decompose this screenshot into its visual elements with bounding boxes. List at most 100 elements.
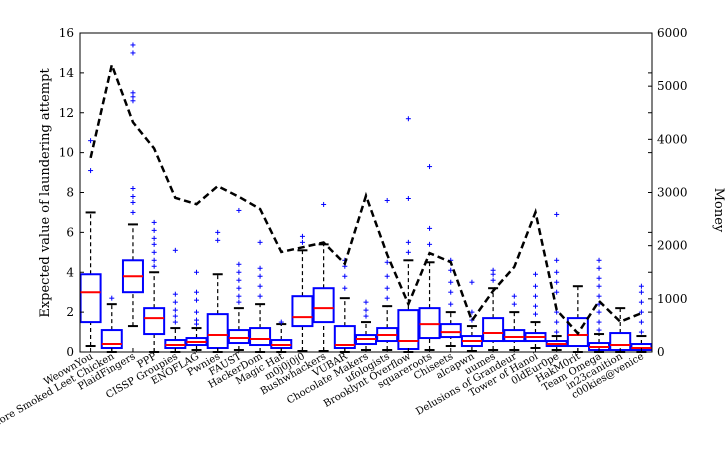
flier-point [151, 241, 157, 247]
flier-point [363, 313, 369, 319]
flier-point [384, 197, 390, 203]
flier-point [596, 319, 602, 325]
flier-point [384, 259, 390, 265]
flier-point [130, 186, 136, 192]
flier-point [257, 283, 263, 289]
flier-point [638, 309, 644, 315]
y-tick-label: 16 [59, 26, 74, 40]
box-iqr [143, 307, 166, 336]
money-line-layer [89, 60, 642, 336]
flier-point [342, 285, 348, 291]
flier-point [405, 116, 411, 122]
box-group [143, 219, 166, 353]
flier-point [596, 309, 602, 315]
flier-point [554, 289, 560, 295]
flier-point [172, 247, 178, 253]
flier-point [511, 293, 517, 299]
flier-point [638, 283, 644, 289]
flier-point [88, 138, 94, 144]
flier-point [596, 327, 602, 333]
flier-point [130, 50, 136, 56]
flier-point [151, 249, 157, 255]
box-group [121, 42, 144, 328]
box-iqr [79, 273, 102, 324]
y2-tick-label: 4000 [657, 132, 688, 146]
box-iqr [100, 329, 123, 350]
y-tick-label: 14 [59, 66, 75, 80]
box-iqr [291, 295, 314, 328]
box-group [418, 164, 441, 352]
flier-point [638, 319, 644, 325]
box-iqr [397, 309, 420, 351]
flier-point [130, 199, 136, 205]
box-iqr [566, 317, 589, 348]
flier-point [638, 299, 644, 305]
y-tick-label: 6 [66, 225, 74, 239]
box-group [630, 283, 653, 353]
box-iqr [482, 317, 505, 343]
flier-point [427, 241, 433, 247]
y2-axis-label: Money [711, 188, 726, 233]
flier-point [490, 267, 496, 273]
flier-point [172, 319, 178, 325]
flier-point [172, 299, 178, 305]
flier-point [638, 289, 644, 295]
flier-point [469, 309, 475, 315]
flier-point [236, 207, 242, 213]
y2-tick-label: 0 [657, 345, 665, 359]
box-group [185, 269, 208, 352]
flier-point [172, 307, 178, 313]
flier-point [554, 257, 560, 263]
y-ticks-layer: 0 2 4 6 8 10 12 14 16 [59, 26, 652, 359]
flier-point [405, 239, 411, 245]
flier-point [532, 311, 538, 317]
flier-point [236, 293, 242, 299]
flier-point [596, 283, 602, 289]
y2-tick-label: 3000 [657, 186, 688, 200]
box-group [482, 267, 505, 352]
box-group [588, 257, 611, 353]
flier-point [596, 265, 602, 271]
flier-point [427, 225, 433, 231]
flier-point [236, 261, 242, 267]
y2-tick-label: 2000 [657, 239, 688, 253]
flier-point [469, 279, 475, 285]
box-iqr [227, 329, 250, 345]
flier-point [194, 317, 200, 323]
flier-point [638, 329, 644, 335]
box-group [503, 293, 526, 352]
flier-point [194, 297, 200, 303]
flier-point [532, 271, 538, 277]
box-group [545, 211, 568, 352]
flier-point [109, 295, 115, 301]
flier-point [236, 269, 242, 275]
flier-point [172, 291, 178, 297]
box-group [460, 279, 483, 353]
flier-point [257, 273, 263, 279]
box-group [333, 257, 356, 353]
flier-point [363, 307, 369, 313]
flier-point [236, 299, 242, 305]
box-iqr [503, 329, 526, 343]
flier-point [554, 309, 560, 315]
y-tick-label: 10 [59, 146, 74, 160]
flier-point [596, 257, 602, 263]
box-iqr [609, 332, 632, 352]
box-iqr [312, 287, 335, 324]
flier-point [490, 277, 496, 283]
flier-point [448, 279, 454, 285]
box-group [206, 229, 229, 353]
flier-point [257, 265, 263, 271]
flier-point [532, 283, 538, 289]
box-iqr [249, 327, 272, 347]
flier-point [130, 42, 136, 48]
flier-point [363, 299, 369, 305]
flier-point [405, 249, 411, 255]
flier-point [194, 289, 200, 295]
flier-point [130, 90, 136, 96]
flier-point [448, 289, 454, 295]
box-group [79, 138, 102, 348]
flier-point [554, 319, 560, 325]
box-group [609, 307, 632, 353]
